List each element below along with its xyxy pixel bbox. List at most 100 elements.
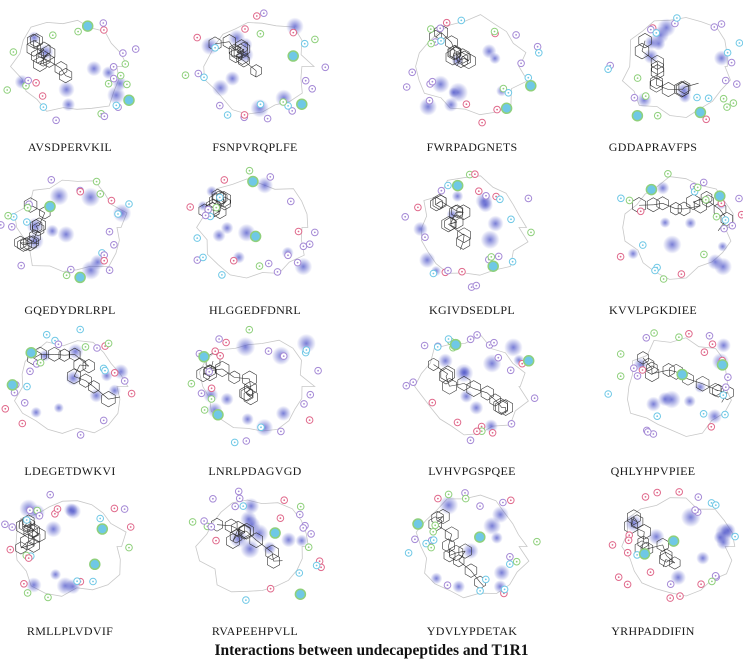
receptor-residue-core <box>724 413 726 416</box>
receptor-residue-core <box>267 350 270 352</box>
receptor-residue-core <box>27 79 30 82</box>
residue-ring <box>642 357 655 372</box>
residue-ring <box>449 544 464 561</box>
receptor-residue-core <box>4 407 7 410</box>
receptor-residue-core <box>425 542 427 545</box>
receptor-residue-core <box>95 180 98 183</box>
residue-ring <box>449 204 463 221</box>
residue-ring <box>23 235 37 252</box>
receptor-residue-core <box>190 382 193 385</box>
receptor-residue-core <box>232 259 235 262</box>
receptor-residue-core <box>412 381 415 384</box>
peptide-bond <box>20 242 24 246</box>
peptide-bond <box>256 539 273 553</box>
receptor-residue-core <box>667 172 669 175</box>
peptide-bond <box>479 582 484 587</box>
peptide-bond <box>500 405 502 408</box>
receptor-residue-core <box>720 23 723 25</box>
ion-marker <box>74 271 86 284</box>
solvent-exposure-blob <box>431 75 450 94</box>
receptor-residue-core <box>437 497 439 500</box>
solvent-exposure-blob <box>295 534 308 547</box>
ion-marker <box>631 109 644 122</box>
receptor-residue-core <box>77 30 79 33</box>
receptor-residue-core <box>103 29 105 31</box>
ion-marker <box>667 535 680 547</box>
receptor-residue-core <box>703 253 705 256</box>
solvent-exposure-blob <box>67 343 84 360</box>
solvent-exposure-blob <box>45 224 59 238</box>
receptor-residue-core <box>225 341 227 344</box>
receptor-residue-core <box>119 74 122 77</box>
receptor-residue-core <box>447 338 450 340</box>
residue-ring <box>626 509 641 526</box>
receptor-residue-core <box>720 202 723 205</box>
interaction-panel <box>397 484 547 609</box>
residue-ring <box>686 193 701 211</box>
receptor-residue-core <box>200 392 203 395</box>
receptor-residue-core <box>92 580 94 583</box>
residue-ring <box>41 44 56 62</box>
receptor-residue-core <box>627 539 630 542</box>
peptide-label: QHLYHPVPIEE <box>610 464 696 478</box>
peptide-label: RVAPEEHPVLL <box>211 624 299 638</box>
receptor-residue-core <box>9 548 12 551</box>
interaction-panel <box>603 165 743 290</box>
ion-marker <box>716 359 729 371</box>
residue-ring <box>237 41 251 57</box>
receptor-residue-core <box>447 269 449 272</box>
receptor-residue-core <box>45 333 48 336</box>
ligand-interaction-diagram <box>188 487 325 604</box>
receptor-residue-core <box>723 227 725 230</box>
receptor-residue-core <box>493 341 495 344</box>
receptor-residue-core <box>641 244 644 246</box>
receptor-residue-core <box>481 121 483 124</box>
receptor-residue-core <box>431 80 434 83</box>
residue-ring <box>453 51 468 68</box>
solvent-exposure-blob <box>212 228 226 243</box>
solvent-exposure-blob <box>452 580 466 593</box>
receptor-residue-core <box>214 350 217 353</box>
interaction-panel <box>180 324 330 449</box>
residue-ring <box>239 522 254 540</box>
solvent-exposure-blob <box>413 221 428 237</box>
ion-marker <box>198 351 210 363</box>
receptor-residue-core <box>655 32 658 34</box>
receptor-residue-core <box>76 580 78 583</box>
receptor-residue-core <box>113 507 116 510</box>
receptor-residue-core <box>248 328 251 331</box>
solvent-exposure-blob <box>458 366 471 378</box>
peptide-bond <box>85 380 95 388</box>
ion-marker <box>296 98 308 110</box>
receptor-residue-core <box>279 517 282 520</box>
receptor-residue-core <box>280 430 282 433</box>
residue-ring <box>204 364 216 378</box>
receptor-residue-core <box>740 213 743 216</box>
receptor-residue-core <box>6 89 9 91</box>
residue-ring <box>31 222 45 237</box>
peptide-bond <box>470 570 481 583</box>
solvent-exposure-blob <box>648 528 665 545</box>
receptor-residue-core <box>440 40 442 42</box>
peptide-bond <box>651 369 669 375</box>
receptor-residue-core <box>204 214 207 217</box>
receptor-residue-core <box>656 114 659 117</box>
receptor-residue-core <box>303 42 306 45</box>
residue-ring <box>458 543 472 559</box>
solvent-exposure-blob <box>112 203 132 223</box>
receptor-residue-core <box>644 496 647 498</box>
receptor-residue-core <box>255 15 258 17</box>
receptor-residue-core <box>238 497 241 500</box>
receptor-residue-core <box>636 77 639 79</box>
receptor-residue-core <box>233 441 236 444</box>
receptor-residue-core <box>313 231 316 234</box>
receptor-residue-core <box>25 221 28 223</box>
receptor-residue-core <box>509 555 511 558</box>
receptor-residue-core <box>218 104 221 107</box>
receptor-residue-core <box>282 101 285 103</box>
peptide-bond <box>30 204 45 214</box>
receptor-residue-core <box>283 499 286 502</box>
receptor-residue-core <box>262 12 265 15</box>
residue-ring <box>451 204 464 218</box>
